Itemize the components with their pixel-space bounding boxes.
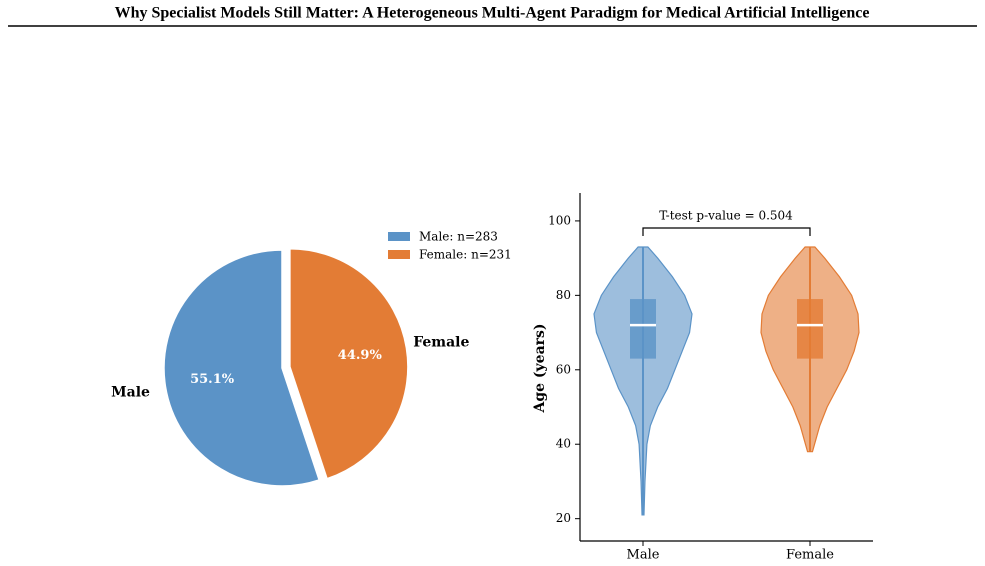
paper-title: Why Specialist Models Still Matter: A He… — [115, 5, 870, 22]
slice-category-label: Female — [413, 334, 469, 350]
y-tick-label: 20 — [556, 511, 571, 525]
box — [630, 299, 656, 359]
box — [797, 299, 823, 359]
slice-value-label: 55.1% — [190, 372, 235, 387]
slice-category-label: Male — [111, 384, 150, 400]
y-tick-label: 80 — [556, 288, 571, 302]
legend-label: Female: n=231 — [419, 248, 512, 262]
significance-bracket — [642, 227, 811, 236]
y-tick-label: 40 — [556, 437, 571, 451]
annotation: T-test p-value = 0.504 — [659, 209, 793, 223]
x-tick-label: Female — [786, 548, 834, 563]
legend-swatch — [388, 250, 410, 259]
x-tick-label: Male — [627, 548, 660, 563]
slice-value-label: 44.9% — [338, 348, 383, 363]
y-axis-label: Age (years) — [532, 323, 548, 413]
pie-slice — [289, 247, 409, 480]
legend-label: Male: n=283 — [419, 230, 498, 244]
y-tick-label: 100 — [548, 213, 571, 227]
pie-slice — [163, 249, 321, 487]
legend-swatch — [388, 232, 410, 241]
y-tick-label: 60 — [556, 362, 571, 376]
